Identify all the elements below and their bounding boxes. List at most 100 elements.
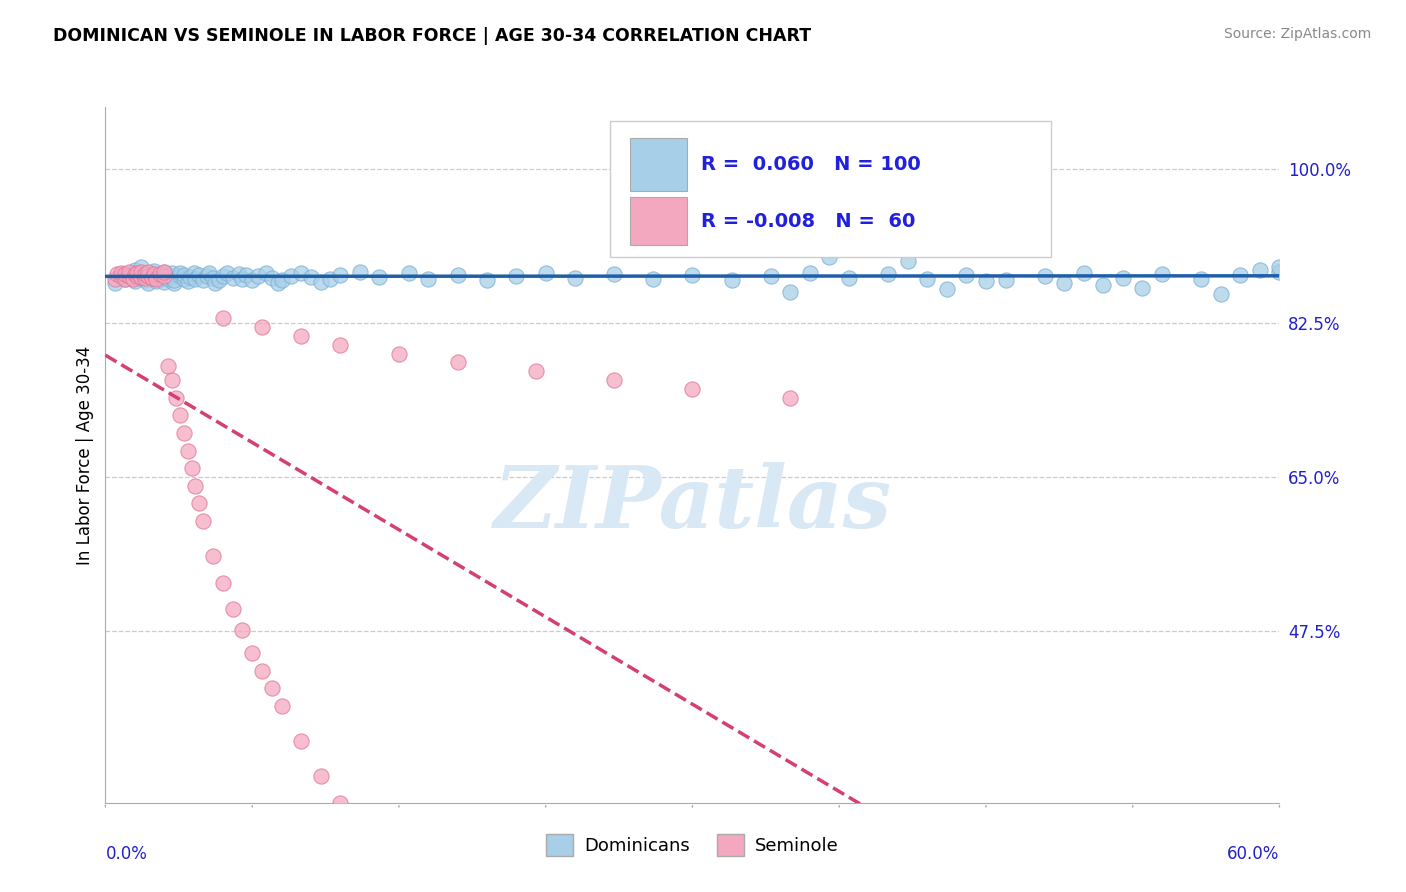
Point	[603, 268, 626, 282]
Y-axis label: In Labor Force | Age 30-34: In Labor Force | Age 30-34	[76, 345, 94, 565]
Point	[180, 461, 202, 475]
Point	[143, 268, 166, 282]
Point	[188, 496, 211, 510]
Point	[309, 275, 332, 289]
Point	[143, 268, 166, 282]
Point	[1209, 286, 1232, 301]
Point	[270, 273, 292, 287]
Point	[173, 268, 195, 283]
Point	[160, 373, 183, 387]
Point	[260, 271, 283, 285]
Point	[290, 266, 312, 280]
Point	[700, 241, 723, 255]
Point	[250, 664, 273, 678]
Point	[290, 329, 312, 343]
Point	[534, 266, 557, 280]
Point	[1053, 276, 1076, 290]
Point	[129, 265, 152, 279]
Point	[145, 274, 167, 288]
Point	[623, 232, 645, 246]
Point	[141, 271, 163, 285]
Point	[184, 479, 207, 493]
Point	[643, 272, 665, 286]
Point	[121, 272, 143, 286]
Point	[134, 268, 156, 282]
Point	[250, 320, 273, 334]
Point	[134, 273, 156, 287]
Point	[176, 274, 198, 288]
Point	[1132, 280, 1154, 294]
Text: 0.0%: 0.0%	[105, 845, 148, 863]
Point	[329, 338, 352, 352]
FancyBboxPatch shape	[630, 197, 686, 244]
Point	[173, 425, 195, 440]
Point	[299, 270, 322, 285]
Point	[603, 373, 626, 387]
Point	[188, 268, 211, 283]
Point	[682, 268, 704, 283]
Point	[118, 269, 141, 284]
Point	[163, 273, 186, 287]
Point	[254, 266, 277, 280]
Point	[124, 274, 146, 288]
Point	[104, 276, 127, 290]
Text: R = -0.008   N =  60: R = -0.008 N = 60	[700, 211, 915, 231]
Point	[118, 269, 141, 284]
Point	[153, 265, 176, 279]
Point	[1033, 269, 1056, 284]
Point	[1189, 272, 1212, 286]
Text: Source: ZipAtlas.com: Source: ZipAtlas.com	[1223, 27, 1371, 41]
Point	[134, 271, 156, 285]
Point	[1152, 268, 1174, 282]
Point	[125, 266, 148, 280]
Point	[897, 254, 920, 268]
Point	[564, 271, 586, 285]
Point	[173, 272, 195, 286]
Point	[418, 272, 440, 286]
Point	[1073, 266, 1095, 280]
Point	[169, 266, 191, 280]
Point	[202, 271, 225, 285]
Point	[280, 269, 302, 284]
Point	[208, 273, 231, 287]
Point	[877, 268, 900, 282]
Point	[211, 575, 233, 590]
Point	[104, 272, 127, 286]
Point	[524, 364, 547, 378]
Point	[118, 265, 141, 279]
Point	[447, 268, 470, 283]
Point	[195, 269, 218, 284]
Point	[1249, 263, 1271, 277]
Point	[138, 265, 160, 279]
Point	[110, 266, 132, 280]
Point	[125, 271, 148, 285]
Point	[221, 602, 243, 616]
Point	[145, 272, 167, 286]
Text: DOMINICAN VS SEMINOLE IN LABOR FORCE | AGE 30-34 CORRELATION CHART: DOMINICAN VS SEMINOLE IN LABOR FORCE | A…	[53, 27, 811, 45]
Point	[231, 623, 253, 637]
Point	[153, 269, 176, 284]
Point	[198, 266, 221, 280]
Point	[240, 273, 263, 287]
Point	[114, 272, 136, 286]
Point	[349, 814, 371, 828]
Point	[408, 866, 430, 880]
Point	[309, 769, 332, 783]
Point	[799, 266, 821, 280]
Point	[368, 270, 391, 285]
Point	[114, 268, 136, 282]
Point	[157, 359, 180, 373]
Point	[121, 266, 143, 280]
Point	[149, 272, 172, 286]
FancyBboxPatch shape	[610, 121, 1050, 257]
Point	[114, 272, 136, 286]
Point	[105, 268, 128, 282]
Point	[955, 268, 977, 283]
Point	[163, 276, 186, 290]
Point	[682, 382, 704, 396]
Point	[183, 267, 205, 281]
Point	[917, 272, 939, 286]
Point	[184, 272, 207, 286]
Point	[215, 266, 238, 280]
Point	[720, 273, 742, 287]
